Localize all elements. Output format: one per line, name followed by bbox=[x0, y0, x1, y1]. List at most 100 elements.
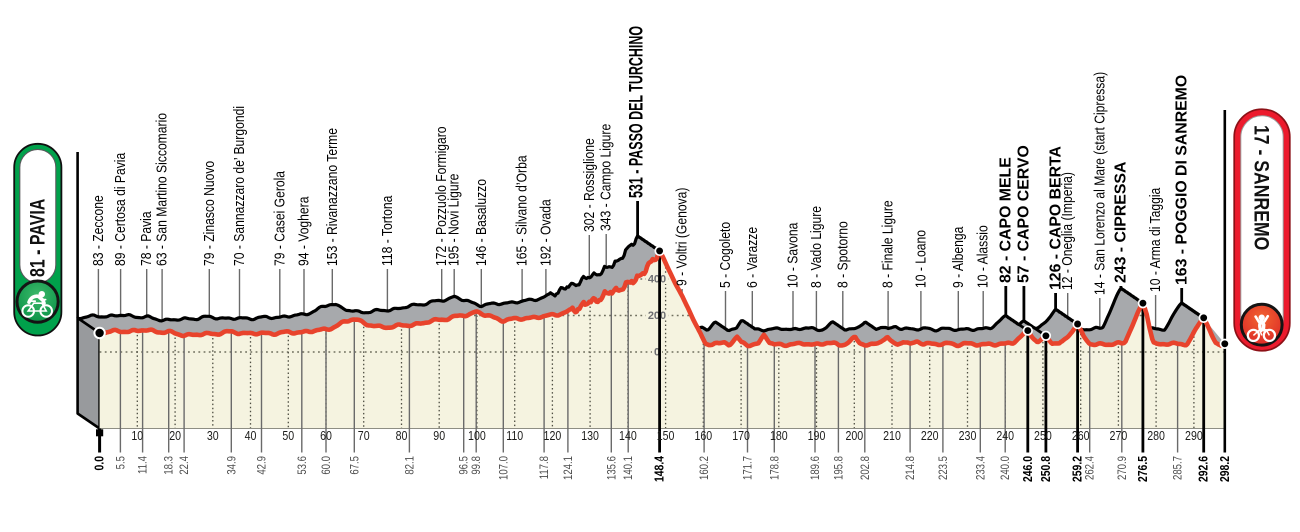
svg-text:165 - Silvano d’Orba: 165 - Silvano d’Orba bbox=[513, 155, 529, 266]
svg-text:8 - Spotorno: 8 - Spotorno bbox=[834, 221, 850, 288]
svg-text:10 - Savona: 10 - Savona bbox=[784, 222, 800, 288]
svg-text:79 - Zinasco Nuovo: 79 - Zinasco Nuovo bbox=[201, 161, 217, 266]
svg-text:50: 50 bbox=[282, 429, 294, 443]
svg-text:135.6: 135.6 bbox=[605, 456, 618, 480]
svg-text:67.5: 67.5 bbox=[348, 456, 361, 475]
svg-text:100: 100 bbox=[468, 429, 486, 443]
svg-text:531 - PASSO DEL TURCHINO: 531 - PASSO DEL TURCHINO bbox=[626, 26, 647, 198]
svg-text:17 - SANREMO: 17 - SANREMO bbox=[1249, 125, 1273, 250]
svg-text:10 - Arma di Taggia: 10 - Arma di Taggia bbox=[1147, 187, 1163, 292]
svg-text:81 - PAVIA: 81 - PAVIA bbox=[25, 199, 49, 277]
svg-text:189.6: 189.6 bbox=[809, 456, 822, 480]
svg-text:12 - Oneglia (Imperia): 12 - Oneglia (Imperia) bbox=[1059, 172, 1075, 290]
svg-text:140: 140 bbox=[619, 429, 637, 443]
svg-text:70 - Sannazzaro de’ Burgondi: 70 - Sannazzaro de’ Burgondi bbox=[231, 106, 247, 266]
svg-text:223.5: 223.5 bbox=[937, 456, 950, 480]
svg-text:343 - Campo Ligure: 343 - Campo Ligure bbox=[598, 124, 614, 231]
svg-text:130: 130 bbox=[581, 429, 599, 443]
svg-text:118 - Tortona: 118 - Tortona bbox=[379, 195, 395, 266]
svg-text:200: 200 bbox=[845, 429, 863, 443]
svg-text:270: 270 bbox=[1110, 429, 1128, 443]
svg-text:63 - San Martino Siccomario: 63 - San Martino Siccomario bbox=[153, 113, 169, 266]
svg-text:178.8: 178.8 bbox=[768, 456, 781, 480]
svg-text:230: 230 bbox=[959, 429, 977, 443]
svg-text:285.7: 285.7 bbox=[1172, 456, 1185, 480]
svg-text:80: 80 bbox=[396, 429, 408, 443]
svg-text:202.8: 202.8 bbox=[859, 456, 872, 480]
svg-text:140.1: 140.1 bbox=[622, 456, 635, 480]
svg-text:0: 0 bbox=[654, 346, 660, 358]
svg-text:240.0: 240.0 bbox=[999, 456, 1012, 480]
svg-text:78 - Pavia: 78 - Pavia bbox=[138, 211, 154, 266]
svg-text:400: 400 bbox=[648, 273, 666, 285]
svg-text:79 - Casei Gerola: 79 - Casei Gerola bbox=[271, 171, 287, 266]
svg-text:246.0: 246.0 bbox=[1021, 456, 1035, 482]
svg-text:20: 20 bbox=[169, 429, 181, 443]
svg-text:89 - Certosa di Pavia: 89 - Certosa di Pavia bbox=[112, 152, 128, 266]
svg-text:18.3: 18.3 bbox=[163, 456, 176, 475]
svg-text:10: 10 bbox=[131, 429, 143, 443]
svg-text:30: 30 bbox=[207, 429, 219, 443]
svg-text:110: 110 bbox=[506, 429, 523, 443]
svg-text:10 - Alassio: 10 - Alassio bbox=[975, 225, 991, 288]
svg-text:172 - Pozzuolo Formigaro: 172 - Pozzuolo Formigaro bbox=[433, 126, 449, 266]
svg-text:107.0: 107.0 bbox=[497, 456, 510, 480]
svg-text:243 - CIPRESSA: 243 - CIPRESSA bbox=[1113, 161, 1130, 283]
svg-text:5.5: 5.5 bbox=[114, 456, 127, 469]
svg-text:240: 240 bbox=[996, 429, 1014, 443]
svg-text:180: 180 bbox=[770, 429, 788, 443]
svg-text:250: 250 bbox=[1034, 429, 1052, 443]
svg-text:220: 220 bbox=[921, 429, 939, 443]
svg-text:82.1: 82.1 bbox=[403, 456, 416, 475]
svg-text:126 - CAPO BERTA: 126 - CAPO BERTA bbox=[1047, 146, 1064, 290]
svg-text:160: 160 bbox=[694, 429, 712, 443]
svg-text:82 - CAPO MELE: 82 - CAPO MELE bbox=[998, 157, 1015, 283]
svg-text:8 - Finale Ligure: 8 - Finale Ligure bbox=[879, 200, 895, 288]
svg-text:120: 120 bbox=[544, 429, 562, 443]
svg-text:150: 150 bbox=[657, 429, 675, 443]
svg-text:10 - Loano: 10 - Loano bbox=[912, 230, 928, 288]
svg-text:290: 290 bbox=[1185, 429, 1203, 443]
svg-text:214.8: 214.8 bbox=[904, 456, 917, 480]
svg-text:270.9: 270.9 bbox=[1116, 456, 1129, 480]
svg-text:200: 200 bbox=[648, 310, 666, 322]
svg-text:99.8: 99.8 bbox=[470, 456, 483, 475]
svg-text:60.0: 60.0 bbox=[320, 456, 333, 475]
svg-text:250.8: 250.8 bbox=[1039, 456, 1053, 482]
svg-text:298.2: 298.2 bbox=[1218, 456, 1232, 482]
svg-text:14 - San Lorenzo al Mare (star: 14 - San Lorenzo al Mare (start Cipressa… bbox=[1091, 72, 1107, 295]
svg-text:117.8: 117.8 bbox=[538, 456, 551, 479]
svg-text:70: 70 bbox=[358, 429, 370, 443]
svg-text:292.6: 292.6 bbox=[1197, 456, 1211, 482]
svg-text:5 - Cogoleto: 5 - Cogoleto bbox=[717, 222, 733, 288]
svg-text:195 - Novi Ligure: 195 - Novi Ligure bbox=[446, 174, 462, 266]
svg-text:233.4: 233.4 bbox=[974, 456, 987, 480]
svg-text:40: 40 bbox=[245, 429, 257, 443]
svg-text:210: 210 bbox=[883, 429, 901, 443]
svg-text:280: 280 bbox=[1147, 429, 1165, 443]
svg-text:34.9: 34.9 bbox=[225, 456, 238, 475]
svg-text:60: 60 bbox=[320, 429, 332, 443]
svg-text:94 - Voghera: 94 - Voghera bbox=[295, 196, 311, 266]
svg-text:146 - Basaluzzo: 146 - Basaluzzo bbox=[473, 179, 489, 266]
svg-text:6 - Varazze: 6 - Varazze bbox=[744, 227, 760, 288]
svg-text:57 - CAPO CERVO: 57 - CAPO CERVO bbox=[1016, 145, 1033, 283]
svg-text:124.1: 124.1 bbox=[562, 456, 575, 480]
svg-text:96.5: 96.5 bbox=[458, 456, 471, 475]
svg-text:42.9: 42.9 bbox=[256, 456, 269, 475]
svg-text:11.4: 11.4 bbox=[137, 456, 150, 474]
svg-text:148.4: 148.4 bbox=[653, 456, 667, 482]
svg-text:160.2: 160.2 bbox=[698, 456, 711, 480]
svg-text:276.5: 276.5 bbox=[1136, 456, 1150, 482]
svg-text:9 - Albenga: 9 - Albenga bbox=[950, 226, 966, 288]
svg-text:163 - POGGIO DI SANREMO: 163 - POGGIO DI SANREMO bbox=[1173, 75, 1190, 285]
svg-text:262.4: 262.4 bbox=[1084, 456, 1097, 480]
svg-text:153 - Rivanazzano Terme: 153 - Rivanazzano Terme bbox=[324, 128, 340, 266]
svg-text:22.4: 22.4 bbox=[178, 456, 191, 475]
svg-text:90: 90 bbox=[433, 429, 445, 443]
svg-text:259.2: 259.2 bbox=[1071, 456, 1085, 482]
svg-text:170: 170 bbox=[732, 429, 750, 443]
svg-text:171.7: 171.7 bbox=[742, 456, 755, 480]
svg-text:195.8: 195.8 bbox=[832, 456, 845, 480]
svg-text:53.6: 53.6 bbox=[296, 456, 309, 475]
